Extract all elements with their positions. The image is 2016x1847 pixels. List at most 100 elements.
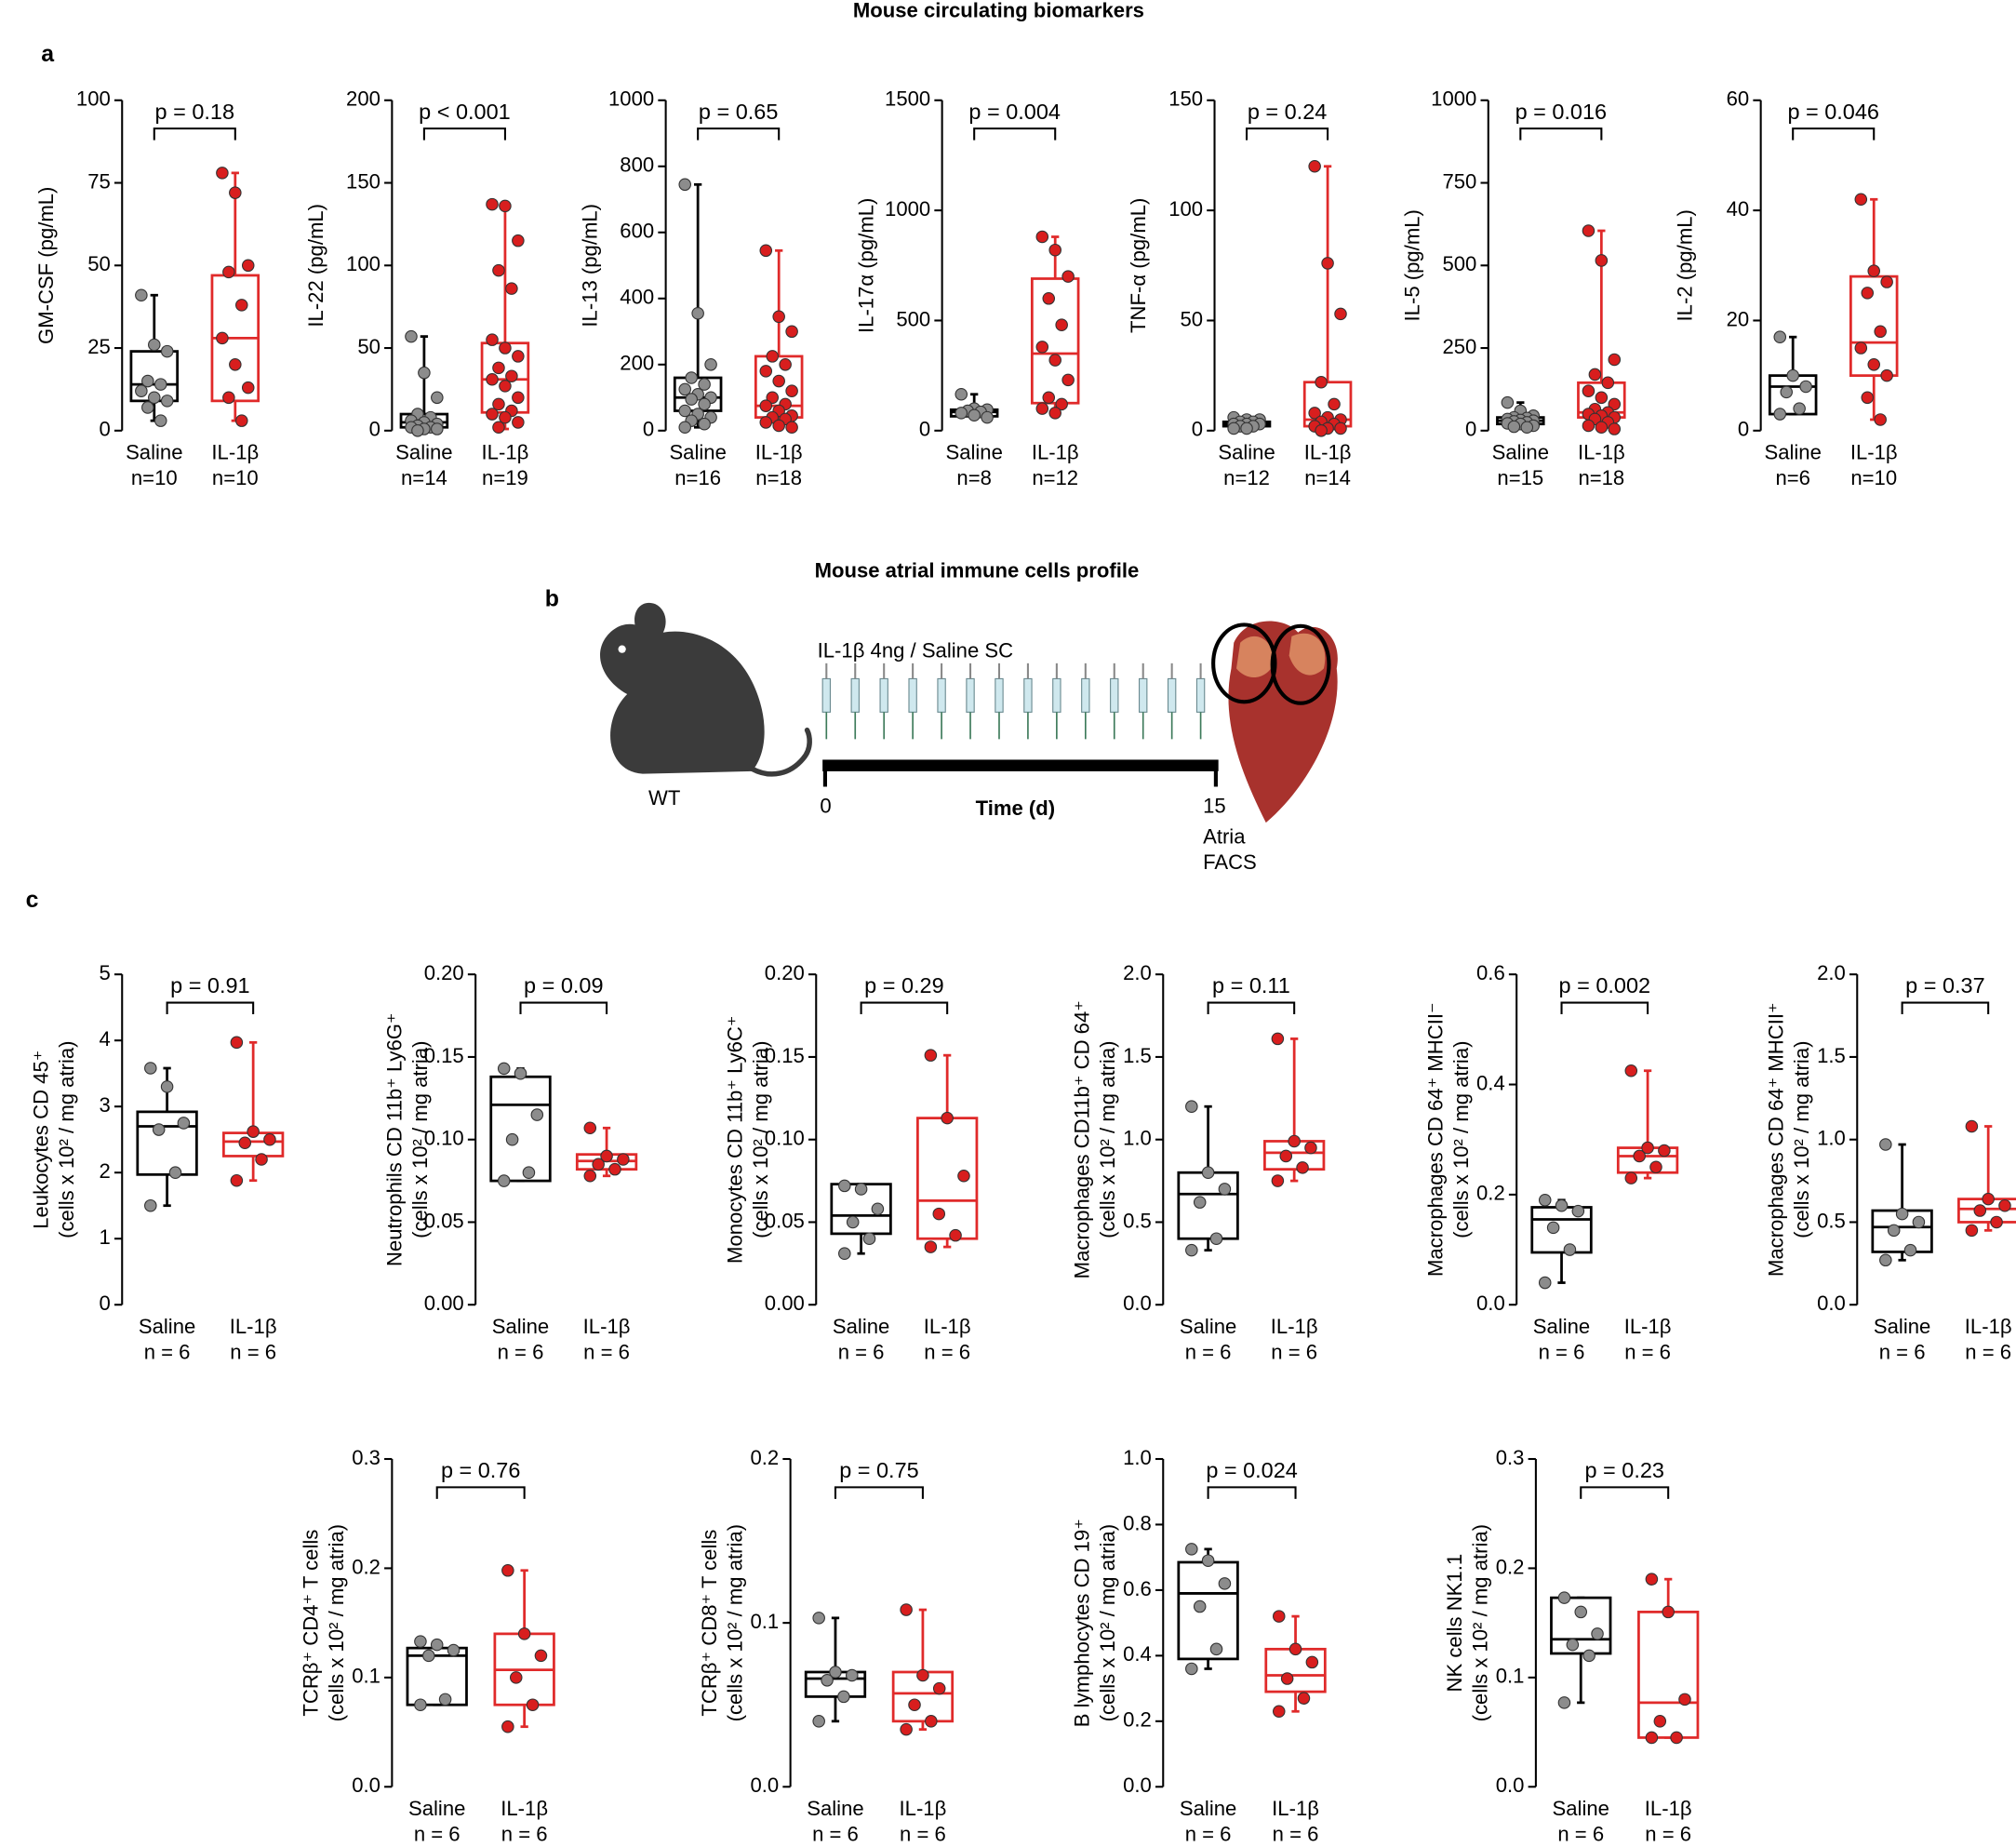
data-point xyxy=(1649,1160,1662,1174)
significance-bracket xyxy=(697,127,781,141)
y-tick-label: 0.1 xyxy=(750,1610,779,1633)
data-point xyxy=(235,299,248,312)
data-point xyxy=(492,263,505,277)
data-point xyxy=(1288,1134,1301,1148)
x-tick-label: IL-1β xyxy=(924,1315,971,1338)
y-tick-label: 500 xyxy=(896,307,930,330)
syringe xyxy=(821,677,832,713)
y-tick-label: 4 xyxy=(100,1027,111,1051)
x-tick-label: IL-1β xyxy=(501,1797,548,1820)
y-tick-label: 60 xyxy=(1727,87,1750,111)
data-point xyxy=(829,1666,842,1679)
data-point xyxy=(1304,1141,1317,1155)
data-point xyxy=(854,1183,868,1196)
data-point xyxy=(1874,413,1887,426)
y-tick-label: 0.10 xyxy=(424,1127,464,1150)
data-point xyxy=(1048,354,1061,367)
y-tick-label: 0.3 xyxy=(1496,1446,1525,1469)
y-tick-label: 0.20 xyxy=(765,961,805,984)
syringe xyxy=(1110,677,1119,713)
data-point xyxy=(230,1036,244,1050)
y-tick-label: 1.0 xyxy=(1817,1127,1846,1150)
syringe xyxy=(1195,677,1206,713)
n-label: n=18 xyxy=(1578,466,1624,489)
data-point xyxy=(1973,1204,1987,1217)
data-point xyxy=(168,1166,182,1179)
data-point xyxy=(1645,1573,1659,1586)
y-tick-label: 100 xyxy=(76,87,111,111)
data-point xyxy=(512,416,525,429)
data-point xyxy=(932,1207,946,1221)
n-label: n = 6 xyxy=(924,1341,970,1364)
n-label: n = 6 xyxy=(498,1341,544,1364)
data-point xyxy=(1201,1554,1215,1567)
data-point xyxy=(431,422,444,435)
y-axis-label: IL-17α (pg/mL) xyxy=(854,198,877,333)
syringe xyxy=(1139,677,1148,713)
y-tick-label: 0 xyxy=(1738,418,1749,441)
data-point xyxy=(1288,1642,1302,1656)
data-point xyxy=(154,378,167,391)
data-point xyxy=(1799,380,1812,394)
data-point xyxy=(1209,1232,1223,1245)
data-point xyxy=(222,391,235,405)
p-value: p = 0.046 xyxy=(1787,100,1879,124)
time-label: Time (d) xyxy=(976,796,1056,820)
syringe xyxy=(1023,677,1033,713)
data-point xyxy=(1601,376,1615,390)
n-label: n=18 xyxy=(755,466,802,489)
y-tick-label: 0.1 xyxy=(1496,1665,1525,1688)
data-point xyxy=(1773,330,1787,343)
p-value: p = 0.37 xyxy=(1905,973,1984,997)
data-point xyxy=(932,1681,946,1695)
x-tick-label: Saline xyxy=(1874,1315,1930,1338)
data-point xyxy=(530,1108,544,1121)
data-point xyxy=(1055,318,1068,331)
significance-bracket xyxy=(519,1001,608,1015)
data-point xyxy=(431,391,444,405)
data-point xyxy=(216,167,229,180)
data-point xyxy=(691,306,704,320)
data-point xyxy=(678,382,691,396)
x-tick-label: IL-1β xyxy=(1624,1315,1672,1338)
data-point xyxy=(1912,1215,1926,1229)
data-point xyxy=(955,407,968,420)
data-point xyxy=(678,421,691,435)
significance-bracket xyxy=(1519,127,1603,141)
y-tick-label: 2 xyxy=(100,1159,111,1183)
data-point xyxy=(135,384,148,397)
data-point xyxy=(499,380,512,393)
y-tick-label: 0.3 xyxy=(352,1446,381,1469)
data-point xyxy=(838,1247,851,1260)
box-chart: 0.0 0.5 1.0 1.5 2.0 Macrophages CD 64⁺ MHCII⁺… xyxy=(1764,961,2016,1364)
box-chart: 0 250 500 750 1000 IL-5 (pg/mL) p = 0.016 Salin… xyxy=(1400,87,1626,489)
data-point xyxy=(862,1232,876,1245)
y-tick-label: 1000 xyxy=(608,87,654,111)
data-point xyxy=(981,410,994,424)
heart-icon xyxy=(1211,621,1338,823)
box xyxy=(406,1646,468,1706)
y-tick-label: 0.05 xyxy=(424,1209,464,1232)
p-value: p = 0.24 xyxy=(1248,100,1327,124)
n-label: n = 6 xyxy=(1185,1823,1232,1846)
x-tick-label: IL-1β xyxy=(1645,1797,1692,1820)
data-point xyxy=(501,1720,514,1733)
y-tick-label: 0.0 xyxy=(1496,1773,1525,1797)
data-point xyxy=(514,1066,527,1080)
n-label: n=15 xyxy=(1497,466,1543,489)
p-value: p = 0.016 xyxy=(1515,100,1608,124)
data-point xyxy=(1209,1642,1223,1656)
y-axis-label: IL-22 (pg/mL) xyxy=(304,204,327,328)
data-point xyxy=(497,1062,511,1076)
data-point xyxy=(492,397,505,411)
data-point xyxy=(704,358,717,371)
n-label: n = 6 xyxy=(1185,1341,1232,1364)
y-axis-label: GM-CSF (pg/mL) xyxy=(34,187,58,344)
data-point xyxy=(785,421,798,435)
box xyxy=(489,1075,552,1183)
n-label: n=19 xyxy=(482,466,528,489)
figure-title: Mouse circulating biomarkers xyxy=(853,0,1144,21)
panel-letter: b xyxy=(545,586,559,612)
x-tick-label: Saline xyxy=(1533,1315,1590,1338)
p-value: p = 0.23 xyxy=(1584,1458,1663,1482)
